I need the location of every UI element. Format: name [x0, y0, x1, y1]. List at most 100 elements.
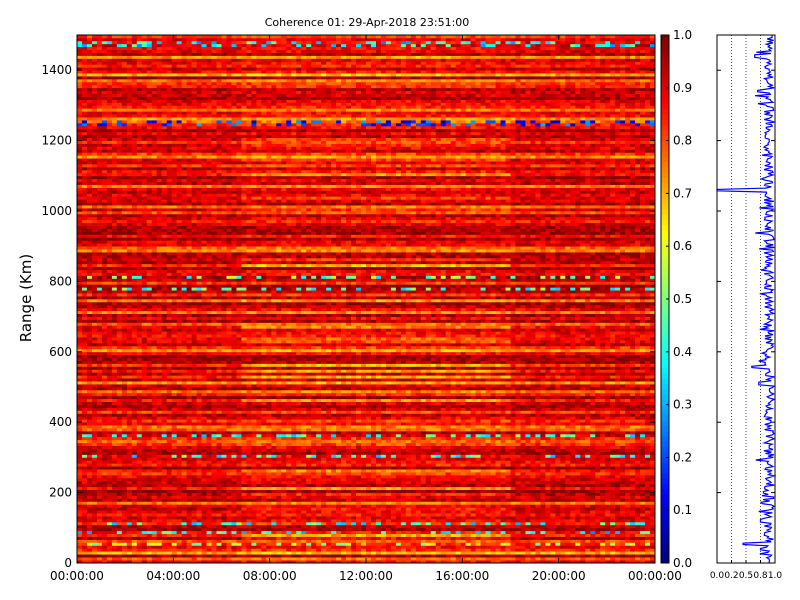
heatmap-cell [162, 267, 167, 270]
heatmap-cell [212, 308, 217, 311]
heatmap-cell [187, 73, 192, 76]
heatmap-cell [167, 76, 172, 79]
heatmap-cell [137, 460, 142, 463]
heatmap-cell [127, 290, 132, 293]
heatmap-cell [162, 135, 167, 138]
heatmap-cell [92, 534, 97, 537]
heatmap-cell [102, 223, 107, 226]
heatmap-cell [107, 223, 112, 226]
heatmap-cell [167, 419, 172, 422]
heatmap-cell [197, 179, 202, 182]
heatmap-cell [192, 314, 197, 317]
heatmap-cell [212, 211, 217, 214]
heatmap-cell [192, 61, 197, 64]
heatmap-cell [187, 446, 192, 449]
heatmap-cell [177, 308, 182, 311]
heatmap-cell [187, 410, 192, 413]
heatmap-cell [112, 240, 117, 243]
heatmap-cell [147, 534, 152, 537]
heatmap-cell [137, 510, 142, 513]
heatmap-cell [167, 179, 172, 182]
heatmap-cell [177, 317, 182, 320]
heatmap-cell [127, 504, 132, 507]
heatmap-cell [192, 79, 197, 82]
heatmap-cell [192, 149, 197, 152]
heatmap-cell [147, 67, 152, 70]
heatmap-cell [182, 144, 187, 147]
heatmap-cell [87, 355, 92, 358]
heatmap-cell [102, 478, 107, 481]
heatmap-cell [92, 170, 97, 173]
heatmap-cell [87, 387, 92, 390]
heatmap-cell [157, 214, 162, 217]
heatmap-cell [172, 431, 177, 434]
heatmap-cell [157, 358, 162, 361]
heatmap-cell [142, 331, 147, 334]
heatmap-cell [117, 281, 122, 284]
heatmap-cell [182, 173, 187, 176]
heatmap-cell [82, 328, 87, 331]
heatmap-cell [92, 276, 97, 279]
heatmap-cell [107, 431, 112, 434]
heatmap-cell [192, 255, 197, 258]
heatmap-cell [122, 540, 127, 543]
heatmap-cell [162, 161, 167, 164]
heatmap-cell [97, 70, 102, 73]
heatmap-cell [132, 440, 137, 443]
heatmap-cell [177, 161, 182, 164]
heatmap-cell [127, 454, 132, 457]
heatmap-cell [192, 498, 197, 501]
heatmap-cell [82, 76, 87, 79]
heatmap-cell [92, 487, 97, 490]
heatmap-cell [167, 554, 172, 557]
heatmap-cell [182, 152, 187, 155]
heatmap-cell [212, 519, 217, 522]
heatmap-cell [102, 193, 107, 196]
heatmap-cell [97, 308, 102, 311]
heatmap-cell [162, 144, 167, 147]
heatmap-cell [102, 487, 107, 490]
heatmap-cell [202, 61, 207, 64]
heatmap-cell [127, 38, 132, 41]
heatmap-cell [142, 305, 147, 308]
heatmap-cell [137, 64, 142, 67]
heatmap-cell [177, 144, 182, 147]
heatmap-cell [107, 331, 112, 334]
heatmap-cell [172, 135, 177, 138]
heatmap-cell [87, 190, 92, 193]
heatmap-cell [112, 402, 117, 405]
heatmap-cell [132, 284, 137, 287]
heatmap-cell [187, 466, 192, 469]
heatmap-cell [167, 328, 172, 331]
heatmap-cell [192, 358, 197, 361]
heatmap-cell [152, 232, 157, 235]
heatmap-cell [172, 449, 177, 452]
heatmap-cell [87, 422, 92, 425]
heatmap-cell [147, 498, 152, 501]
heatmap-cell [172, 41, 177, 44]
heatmap-cell [207, 202, 212, 205]
heatmap-cell [117, 466, 122, 469]
heatmap-cell [82, 58, 87, 61]
heatmap-cell [162, 449, 167, 452]
heatmap-cell [177, 346, 182, 349]
heatmap-cell [172, 79, 177, 82]
heatmap-cell [92, 243, 97, 246]
heatmap-cell [172, 551, 177, 554]
heatmap-cell [122, 475, 127, 478]
heatmap-cell [77, 463, 82, 466]
heatmap-cell [97, 208, 102, 211]
heatmap-cell [127, 44, 132, 47]
heatmap-cell [97, 320, 102, 323]
heatmap-cell [142, 299, 147, 302]
heatmap-cell [152, 41, 157, 44]
heatmap-cell [177, 534, 182, 537]
heatmap-cell [97, 88, 102, 91]
heatmap-cell [107, 276, 112, 279]
heatmap-cell [207, 196, 212, 199]
heatmap-cell [207, 67, 212, 70]
heatmap-cell [117, 534, 122, 537]
heatmap-cell [97, 217, 102, 220]
heatmap-cell [132, 176, 137, 179]
heatmap-cell [142, 111, 147, 114]
